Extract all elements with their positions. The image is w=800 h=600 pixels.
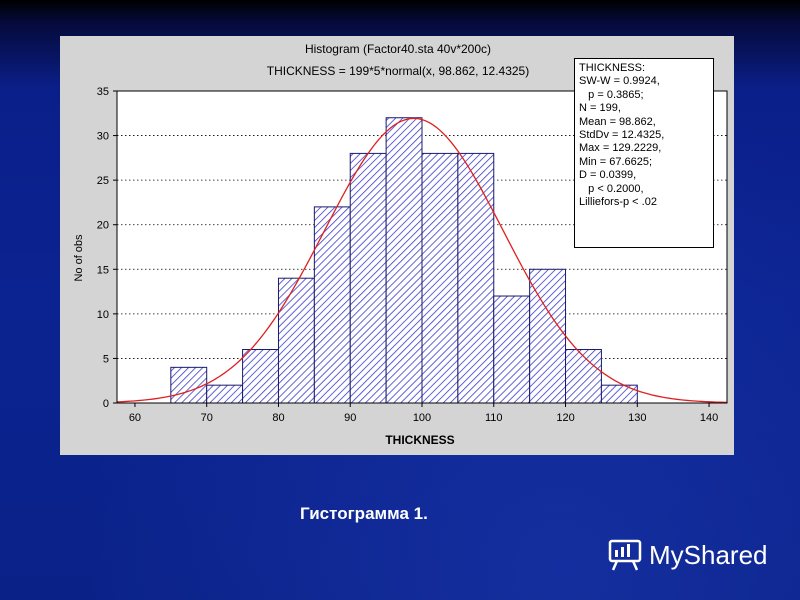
x-tick-label: 90 [344, 412, 356, 424]
histogram-chart: Histogram (Factor40.sta 40v*200c) THICKN… [60, 36, 734, 455]
chart-title: Histogram (Factor40.sta 40v*200c) [305, 42, 491, 56]
x-tick-label: 110 [485, 412, 503, 424]
stats-line: THICKNESS: [579, 62, 646, 74]
y-tick-label: 35 [97, 86, 109, 98]
stats-line: StdDv = 12.4325, [579, 129, 665, 142]
x-axis-label: THICKNESS [385, 433, 454, 447]
x-tick-label: 100 [413, 412, 431, 424]
statistics-box: THICKNESS: SW-W = 0.9924, p = 0.3865; N = … [574, 58, 714, 248]
y-tick-label: 25 [97, 175, 109, 187]
normal-fit-curve [116, 117, 728, 404]
histogram-bar [385, 117, 423, 404]
stats-line: SW-W = 0.9924, [579, 75, 660, 88]
y-tick-label: 5 [103, 353, 109, 365]
x-tick-label: 60 [129, 412, 141, 424]
watermark: MyShared [607, 535, 768, 575]
chart-subtitle: THICKNESS = 199*5*normal(x, 98.862, 12.4… [267, 64, 529, 78]
stats-line: p = 0.3865; [579, 88, 644, 101]
presentation-board-icon [608, 539, 642, 571]
histogram-bar [565, 349, 602, 404]
histogram-bar [349, 152, 387, 404]
histogram-bar [242, 349, 279, 404]
histogram-bar [600, 384, 638, 404]
stats-line: p < 0.2000, [579, 182, 644, 195]
histogram-bar [313, 206, 351, 404]
y-tick-label: 0 [103, 398, 109, 410]
stats-line: D = 0.0399, [579, 169, 637, 182]
stats-line: Lilliefors-p < .02 [579, 196, 657, 209]
x-tick-label: 80 [272, 412, 284, 424]
y-tick-label: 30 [97, 131, 109, 143]
x-tick-label: 70 [201, 412, 213, 424]
y-tick-label: 10 [97, 309, 109, 321]
stats-line: Mean = 98.862, [579, 115, 656, 128]
histogram-bar [170, 366, 208, 404]
x-tick-label: 140 [700, 412, 718, 424]
figure-caption: Гистограмма 1. [300, 504, 428, 523]
histogram-bar [457, 152, 495, 404]
y-axis-label: No of obs [73, 234, 85, 282]
stats-line: Min = 67.6625; [579, 155, 653, 168]
x-tick-label: 130 [628, 412, 646, 424]
histogram-bar [206, 384, 244, 404]
y-tick-label: 20 [97, 220, 109, 232]
stats-line: Max = 129.2229, [579, 142, 662, 155]
y-tick-label: 15 [97, 264, 109, 276]
stats-line: N = 199, [579, 102, 621, 115]
watermark-text: MyShared [649, 539, 768, 570]
x-tick-label: 120 [556, 412, 574, 424]
histogram-bar [493, 295, 531, 404]
histogram-bar [277, 277, 315, 404]
histogram-bar [421, 152, 459, 404]
